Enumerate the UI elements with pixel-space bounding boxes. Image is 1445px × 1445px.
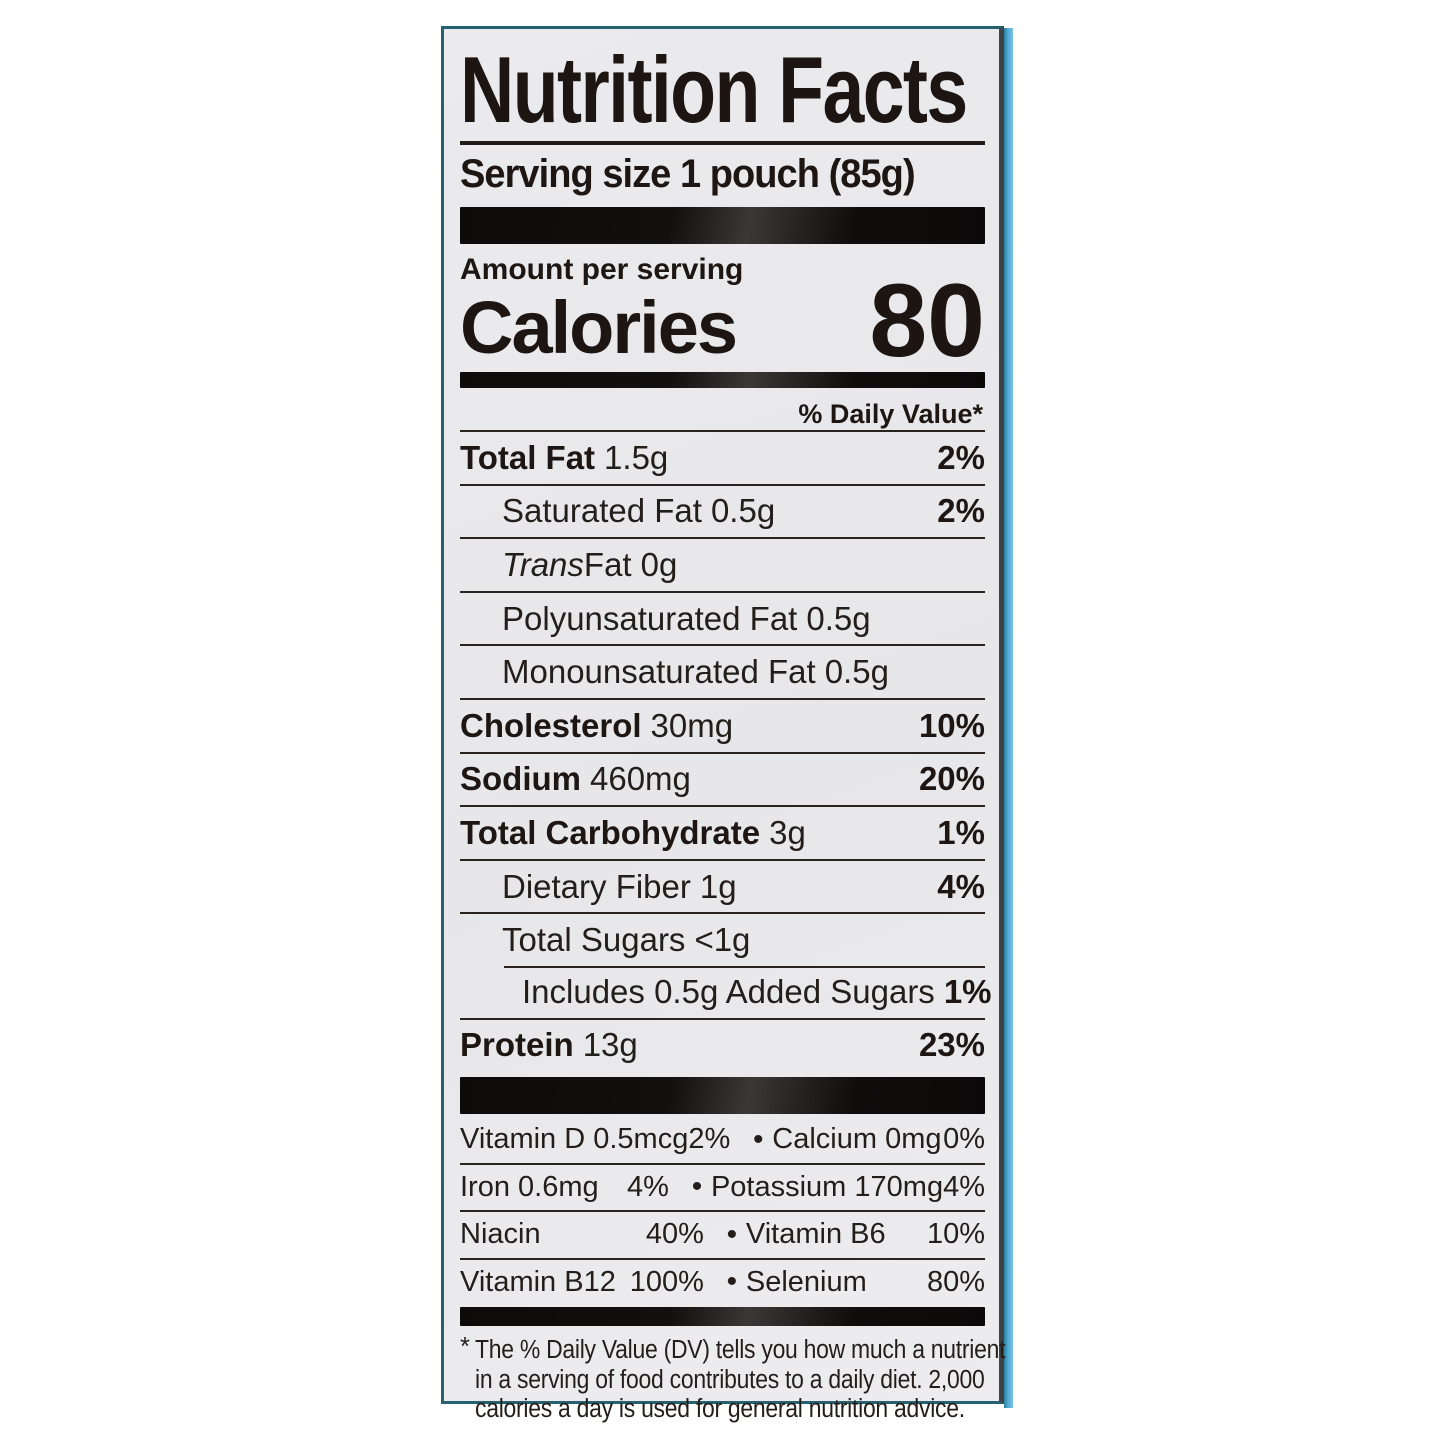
nutrient-row-cholesterol: Cholesterol 30mg 10% [460, 697, 985, 752]
nutrient-row-total-sugars: Total Sugars <1g [460, 912, 985, 966]
nutrient-row-total-carbohydrate: Total Carbohydrate 3g 1% [460, 805, 985, 859]
micronutrient-name: Selenium [745, 1265, 867, 1298]
nutrition-label: Nutrition Facts Serving size 1 pouch (85… [441, 26, 1013, 1423]
nutrient-name-italic: Trans [502, 545, 584, 583]
nutrient-name: Cholesterol [460, 706, 642, 744]
daily-value-percent: 2% [937, 492, 985, 530]
micronutrient-name: Vitamin D 0.5mcg [460, 1123, 689, 1156]
nutrient-row-protein: Protein 13g 23% [460, 1017, 985, 1072]
micronutrient-rows: Vitamin D 0.5mcg 2% • Calcium 0mg 0% Iro… [460, 1117, 985, 1305]
daily-value-percent: 1% [943, 972, 992, 1010]
micronutrient-dv: 2% [688, 1123, 731, 1156]
footnote-line: calories a day is used for general nutri… [475, 1395, 965, 1424]
nutrient-row-added-sugars: Includes 0.5g Added Sugars 1% [460, 965, 992, 1018]
micronutrient-name: Iron 0.6mg [460, 1170, 599, 1203]
nutrient-name: Sodium [460, 760, 581, 798]
nutrient-amount: 1g [699, 867, 737, 905]
nutrient-name: Monounsaturated Fat [502, 653, 816, 691]
footnote-marker: * [460, 1333, 470, 1362]
nutrient-name: Polyunsaturated Fat [502, 599, 798, 637]
micronutrient-dv: 4% [943, 1170, 985, 1203]
nutrient-amount: 3g [769, 813, 806, 851]
nutrient-amount: 1.5g [604, 438, 669, 476]
nutrient-amount: 0.5g [710, 492, 776, 530]
nutrient-amount: 13g [582, 1026, 638, 1064]
nutrient-name: Saturated Fat [502, 492, 702, 530]
daily-value-percent: 4% [937, 867, 985, 905]
thick-divider-bar-middle [460, 1077, 985, 1115]
bullet-separator: • [726, 1265, 738, 1299]
thick-divider-bar-bottom [460, 1307, 985, 1327]
calories-value: 80 [869, 262, 985, 379]
micronutrient-dv: 40% [645, 1218, 704, 1251]
nutrient-amount: 460mg [590, 760, 691, 798]
daily-value-percent: 20% [918, 760, 985, 798]
micronutrient-name: Niacin [460, 1218, 541, 1251]
nutrient-row-sodium: Sodium 460mg 20% [460, 751, 985, 806]
micronutrient-dv: 80% [926, 1265, 985, 1298]
daily-value-percent: 2% [937, 438, 985, 476]
micronutrient-dv: 10% [926, 1218, 985, 1251]
footnote-line: The % Daily Value (DV) tells you how muc… [475, 1336, 1006, 1365]
nutrient-row-dietary-fiber: Dietary Fiber 1g 4% [460, 858, 985, 913]
bullet-separator: • [753, 1122, 764, 1156]
micronutrient-name: Potassium 170mg [710, 1170, 944, 1203]
nutrient-row-monounsaturated-fat: Monounsaturated Fat 0.5g [460, 644, 985, 698]
daily-value-percent: 23% [918, 1026, 985, 1064]
nutrient-name: Protein [460, 1026, 574, 1064]
calories-label: Calories [460, 285, 738, 369]
nutrition-facts-panel: Nutrition Facts Serving size 1 pouch (85… [441, 26, 1005, 1423]
nutrient-row-total-fat: Total Fat 1.5g 2% [460, 430, 985, 484]
footnote-line: in a serving of food contributes to a da… [475, 1365, 985, 1394]
bullet-separator: • [726, 1217, 738, 1251]
nutrient-amount: 0g [640, 545, 678, 583]
bullet-separator: • [691, 1170, 703, 1204]
package-edge-strip [1004, 28, 1013, 1408]
micronutrient-name: Calcium 0mg [772, 1123, 942, 1156]
nutrient-name: Dietary Fiber [502, 867, 691, 905]
micronutrient-row-vitamin-d-calcium: Vitamin D 0.5mcg 2% • Calcium 0mg 0% [460, 1117, 985, 1163]
calories-divider-bar [460, 372, 985, 388]
micronutrient-row-niacin-b6: Niacin 40% • Vitamin B6 10% [460, 1210, 985, 1258]
micronutrient-dv: 100% [629, 1265, 704, 1298]
nutrient-amount: 0.5g [806, 599, 871, 637]
nutrient-row-trans-fat: Trans Fat 0g [460, 537, 985, 591]
calories-row: Calories 80 [460, 269, 985, 373]
nutrient-amount: 30mg [650, 706, 734, 744]
nutrient-name: Total Fat [460, 438, 596, 476]
nutrient-amount: 0.5g [824, 653, 889, 691]
nutrient-name: Fat [583, 545, 632, 583]
micronutrient-name: Vitamin B6 [745, 1218, 886, 1251]
footnote: * The % Daily Value (DV) tells you how m… [460, 1333, 1005, 1425]
label-title: Nutrition Facts [460, 37, 968, 142]
daily-value-percent: 1% [937, 813, 985, 851]
micronutrient-dv: 4% [627, 1170, 669, 1203]
micronutrient-dv: 0% [943, 1123, 985, 1156]
nutrient-row-polyunsaturated-fat: Polyunsaturated Fat 0.5g [460, 590, 985, 645]
amount-per-serving-label: Amount per serving [460, 253, 744, 286]
nutrient-name: Total Carbohydrate [460, 813, 761, 851]
nutrient-name: Includes 0.5g Added Sugars [522, 972, 935, 1010]
daily-value-percent: 10% [918, 706, 985, 744]
thick-divider-bar-top [460, 207, 985, 244]
daily-value-header: % Daily Value* [798, 399, 983, 429]
serving-size-text: Serving size 1 pouch (85g) [460, 152, 916, 196]
nutrient-name: Total Sugars [502, 921, 686, 959]
nutrient-rows: Total Fat 1.5g 2% Saturated Fat 0.5g 2% … [460, 430, 992, 1072]
micronutrient-row-b12-selenium: Vitamin B12 100% • Selenium 80% [460, 1257, 985, 1306]
nutrient-amount: <1g [694, 921, 751, 959]
micronutrient-name: Vitamin B12 [460, 1265, 616, 1298]
micronutrient-row-iron-potassium: Iron 0.6mg 4% • Potassium 170mg 4% [460, 1162, 985, 1211]
nutrient-row-saturated-fat: Saturated Fat 0.5g 2% [460, 483, 985, 538]
title-rule [460, 141, 985, 145]
